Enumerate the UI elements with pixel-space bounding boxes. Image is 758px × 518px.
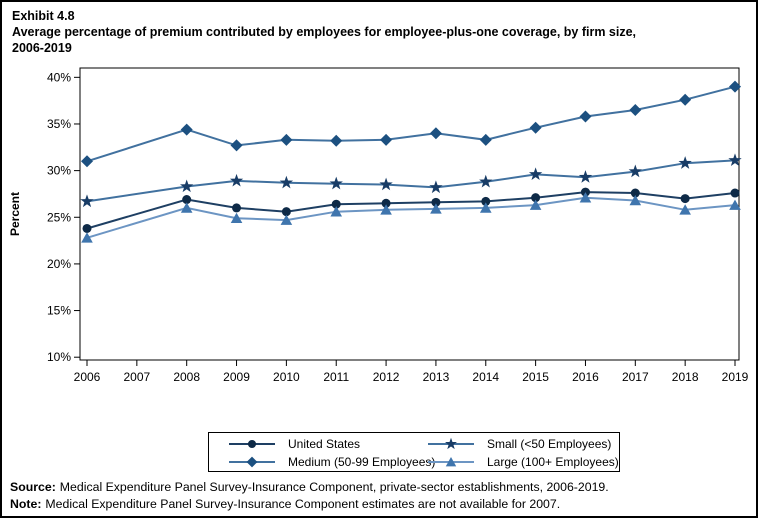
legend-item-medium: Medium (50-99 Employees) (229, 453, 435, 471)
y-axis: 40% 35% 30% 25% 20% 15% 10% Percent (8, 70, 80, 364)
legend-marker-circle-icon (229, 436, 275, 452)
legend: United States Small (<50 Employees) Medi… (208, 432, 620, 472)
source-label: Source: (10, 480, 56, 494)
chart-title-line1: Average percentage of premium contribute… (12, 25, 637, 39)
svg-text:2006: 2006 (74, 370, 101, 384)
svg-text:2016: 2016 (572, 370, 599, 384)
svg-text:20%: 20% (47, 257, 71, 271)
chart-title-line2: 2006-2019 (12, 41, 72, 55)
plot-frame (79, 67, 740, 361)
svg-text:2008: 2008 (173, 370, 200, 384)
svg-text:2013: 2013 (423, 370, 450, 384)
svg-text:2011: 2011 (323, 370, 349, 384)
svg-text:2007: 2007 (123, 370, 150, 384)
svg-text:2019: 2019 (722, 370, 749, 384)
svg-text:2017: 2017 (622, 370, 649, 384)
x-axis: 2006 2007 2008 2009 2010 2011 2012 2013 2014 2015… (74, 360, 749, 384)
svg-text:2014: 2014 (472, 370, 499, 384)
source-text: Medical Expenditure Panel Survey-Insuran… (59, 480, 609, 494)
source-line: Source: Medical Expenditure Panel Survey-… (10, 479, 754, 496)
legend-label: Medium (50-99 Employees) (288, 455, 436, 469)
svg-text:40%: 40% (47, 70, 71, 84)
legend-label: Small (<50 Employees) (487, 437, 612, 451)
note-text: Medical Expenditure Panel Survey-Insuran… (45, 497, 561, 511)
series-small-50-employees (80, 153, 742, 208)
chart-title: Exhibit 4.8 Average percentage of premiu… (12, 8, 732, 56)
svg-text:35%: 35% (47, 117, 71, 131)
legend-label: Large (100+ Employees) (487, 455, 619, 469)
svg-text:25%: 25% (47, 210, 71, 224)
footer: Source: Medical Expenditure Panel Survey-… (10, 479, 754, 513)
svg-text:2015: 2015 (522, 370, 549, 384)
legend-item-small: Small (<50 Employees) (428, 435, 611, 453)
exhibit-number: Exhibit 4.8 (12, 9, 75, 23)
svg-text:10%: 10% (47, 350, 71, 364)
svg-text:30%: 30% (47, 164, 71, 178)
legend-marker-triangle-icon (428, 454, 474, 470)
note-label: Note: (10, 497, 42, 511)
series-large-100-employees (81, 192, 741, 243)
svg-text:15%: 15% (47, 304, 71, 318)
legend-label: United States (288, 437, 361, 451)
y-axis-label: Percent (8, 192, 22, 236)
legend-marker-star-icon (428, 436, 474, 452)
legend-marker-diamond-icon (229, 454, 275, 470)
note-line: Note: Medical Expenditure Panel Survey-In… (10, 496, 754, 513)
legend-item-large: Large (100+ Employees) (428, 453, 619, 471)
series-medium-50-99-employees (81, 80, 741, 168)
svg-text:2018: 2018 (672, 370, 699, 384)
svg-text:2010: 2010 (273, 370, 300, 384)
series-united-states (82, 187, 740, 233)
legend-item-united-states: United States (229, 435, 360, 453)
svg-text:2009: 2009 (223, 370, 250, 384)
svg-text:2012: 2012 (373, 370, 400, 384)
